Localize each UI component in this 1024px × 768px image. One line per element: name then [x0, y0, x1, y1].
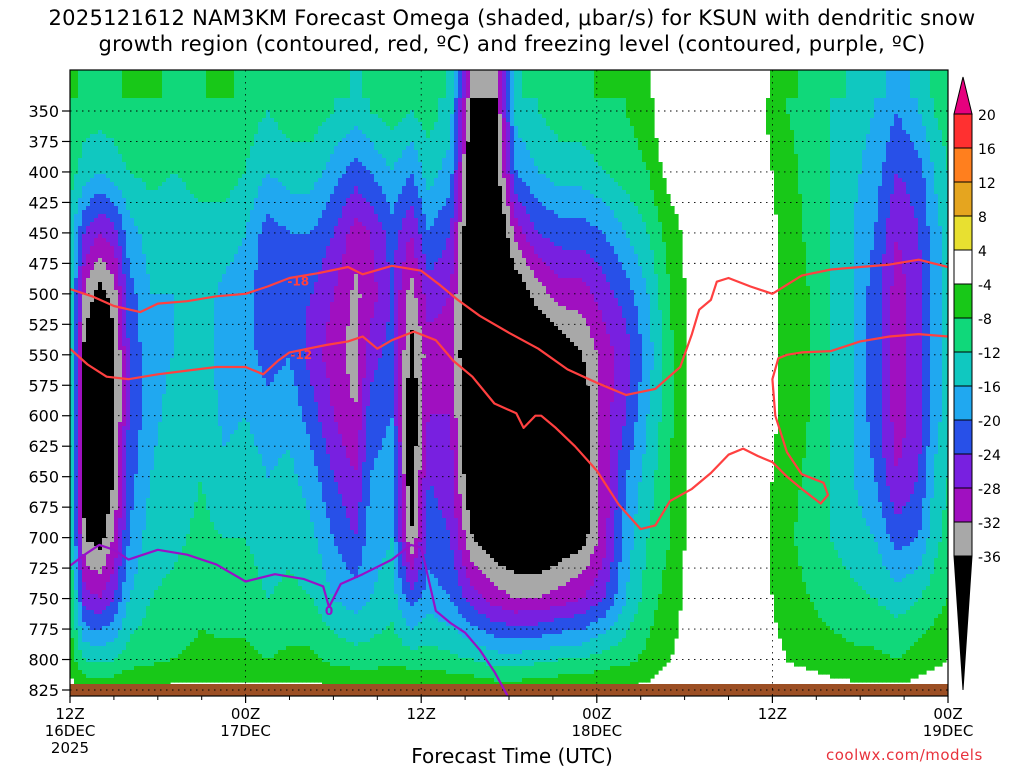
colorbar-bin [953, 453, 973, 489]
colorbar-bin [953, 487, 973, 523]
site-credit: coolwx.com/models [826, 746, 983, 764]
y-tick-label: 425 [28, 193, 59, 212]
colorbar: 20 16 12 8 4 -4 -8 -12 -16 -20 -24 -28 -32 -36 [953, 76, 1001, 691]
x-tick-label: 2025 [51, 739, 89, 757]
y-tick-label: 475 [28, 254, 59, 273]
chart-title-line2: growth region (contoured, red, ºC) and f… [98, 32, 926, 56]
colorbar-label: -28 [978, 482, 1001, 498]
contour-0 [70, 543, 509, 696]
colorbar-label: -16 [978, 380, 1001, 396]
colorbar-label: 16 [978, 142, 996, 158]
y-tick-label: 825 [28, 681, 59, 700]
contour-lines [70, 258, 948, 696]
colorbar-label: 20 [978, 108, 996, 124]
colorbar-bin [953, 317, 973, 353]
colorbar-bin [953, 215, 973, 251]
x-tick-label: 18DEC [572, 722, 623, 740]
x-axis-title: Forecast Time (UTC) [411, 744, 613, 768]
x-tick-label: 00Z [582, 705, 611, 723]
colorbar-bin [953, 385, 973, 421]
y-axis: 350 375 400 425 450 475 500 525 550 575 600 625 650 6… [28, 102, 70, 700]
x-tick-label: 12Z [758, 705, 787, 723]
contour--12 [70, 330, 948, 531]
contour-label: 0 [325, 604, 333, 618]
y-tick-label: 600 [28, 407, 59, 426]
contour-label: -18 [287, 275, 309, 289]
x-tick-label: 00Z [231, 705, 260, 723]
y-tick-label: 375 [28, 132, 59, 151]
x-tick-label: 12Z [407, 705, 436, 723]
y-tick-label: 750 [28, 590, 59, 609]
colorbar-bin [953, 249, 973, 285]
colorbar-label: -36 [978, 550, 1001, 566]
colorbar-label: -32 [978, 516, 1001, 532]
colorbar-bin [953, 113, 973, 149]
contour-label: -12 [290, 348, 312, 362]
colorbar-label: -20 [978, 414, 1001, 430]
colorbar-bin [953, 351, 973, 387]
omega-shading [70, 70, 948, 696]
colorbar-top-triangle [953, 76, 973, 115]
y-tick-label: 400 [28, 163, 59, 182]
colorbar-label: -12 [978, 346, 1001, 362]
y-tick-label: 575 [28, 376, 59, 395]
y-tick-label: 725 [28, 559, 59, 578]
y-tick-label: 700 [28, 529, 59, 548]
y-tick-label: 525 [28, 315, 59, 334]
x-tick-label: 16DEC [45, 722, 96, 740]
colorbar-label: -4 [978, 278, 992, 294]
x-tick-label: 00Z [933, 705, 962, 723]
y-tick-label: 800 [28, 651, 59, 670]
y-tick-label: 500 [28, 285, 59, 304]
colorbar-bin [953, 147, 973, 183]
y-tick-label: 650 [28, 468, 59, 487]
colorbar-bottom-triangle [953, 555, 973, 691]
contour--18 [70, 258, 948, 397]
y-tick-label: 550 [28, 346, 59, 365]
contour-labels: -18 -12 0 [287, 275, 333, 618]
colorbar-label: -8 [978, 312, 992, 328]
x-tick-label: 12Z [55, 705, 84, 723]
y-tick-label: 775 [28, 620, 59, 639]
colorbar-bin [953, 283, 973, 319]
y-tick-label: 675 [28, 498, 59, 517]
chart-title-line1: 2025121612 NAM3KM Forecast Omega (shaded… [48, 6, 976, 30]
x-tick-label: 17DEC [220, 722, 271, 740]
colorbar-label: 12 [978, 176, 996, 192]
y-tick-label: 350 [28, 102, 59, 121]
colorbar-label: 8 [978, 210, 987, 226]
y-tick-label: 450 [28, 224, 59, 243]
colorbar-label: -24 [978, 448, 1001, 464]
colorbar-bin [953, 419, 973, 455]
colorbar-bin [953, 181, 973, 217]
colorbar-label: 4 [978, 244, 987, 260]
colorbar-bin [953, 521, 973, 557]
y-tick-label: 625 [28, 437, 59, 456]
x-tick-label: 19DEC [923, 722, 974, 740]
